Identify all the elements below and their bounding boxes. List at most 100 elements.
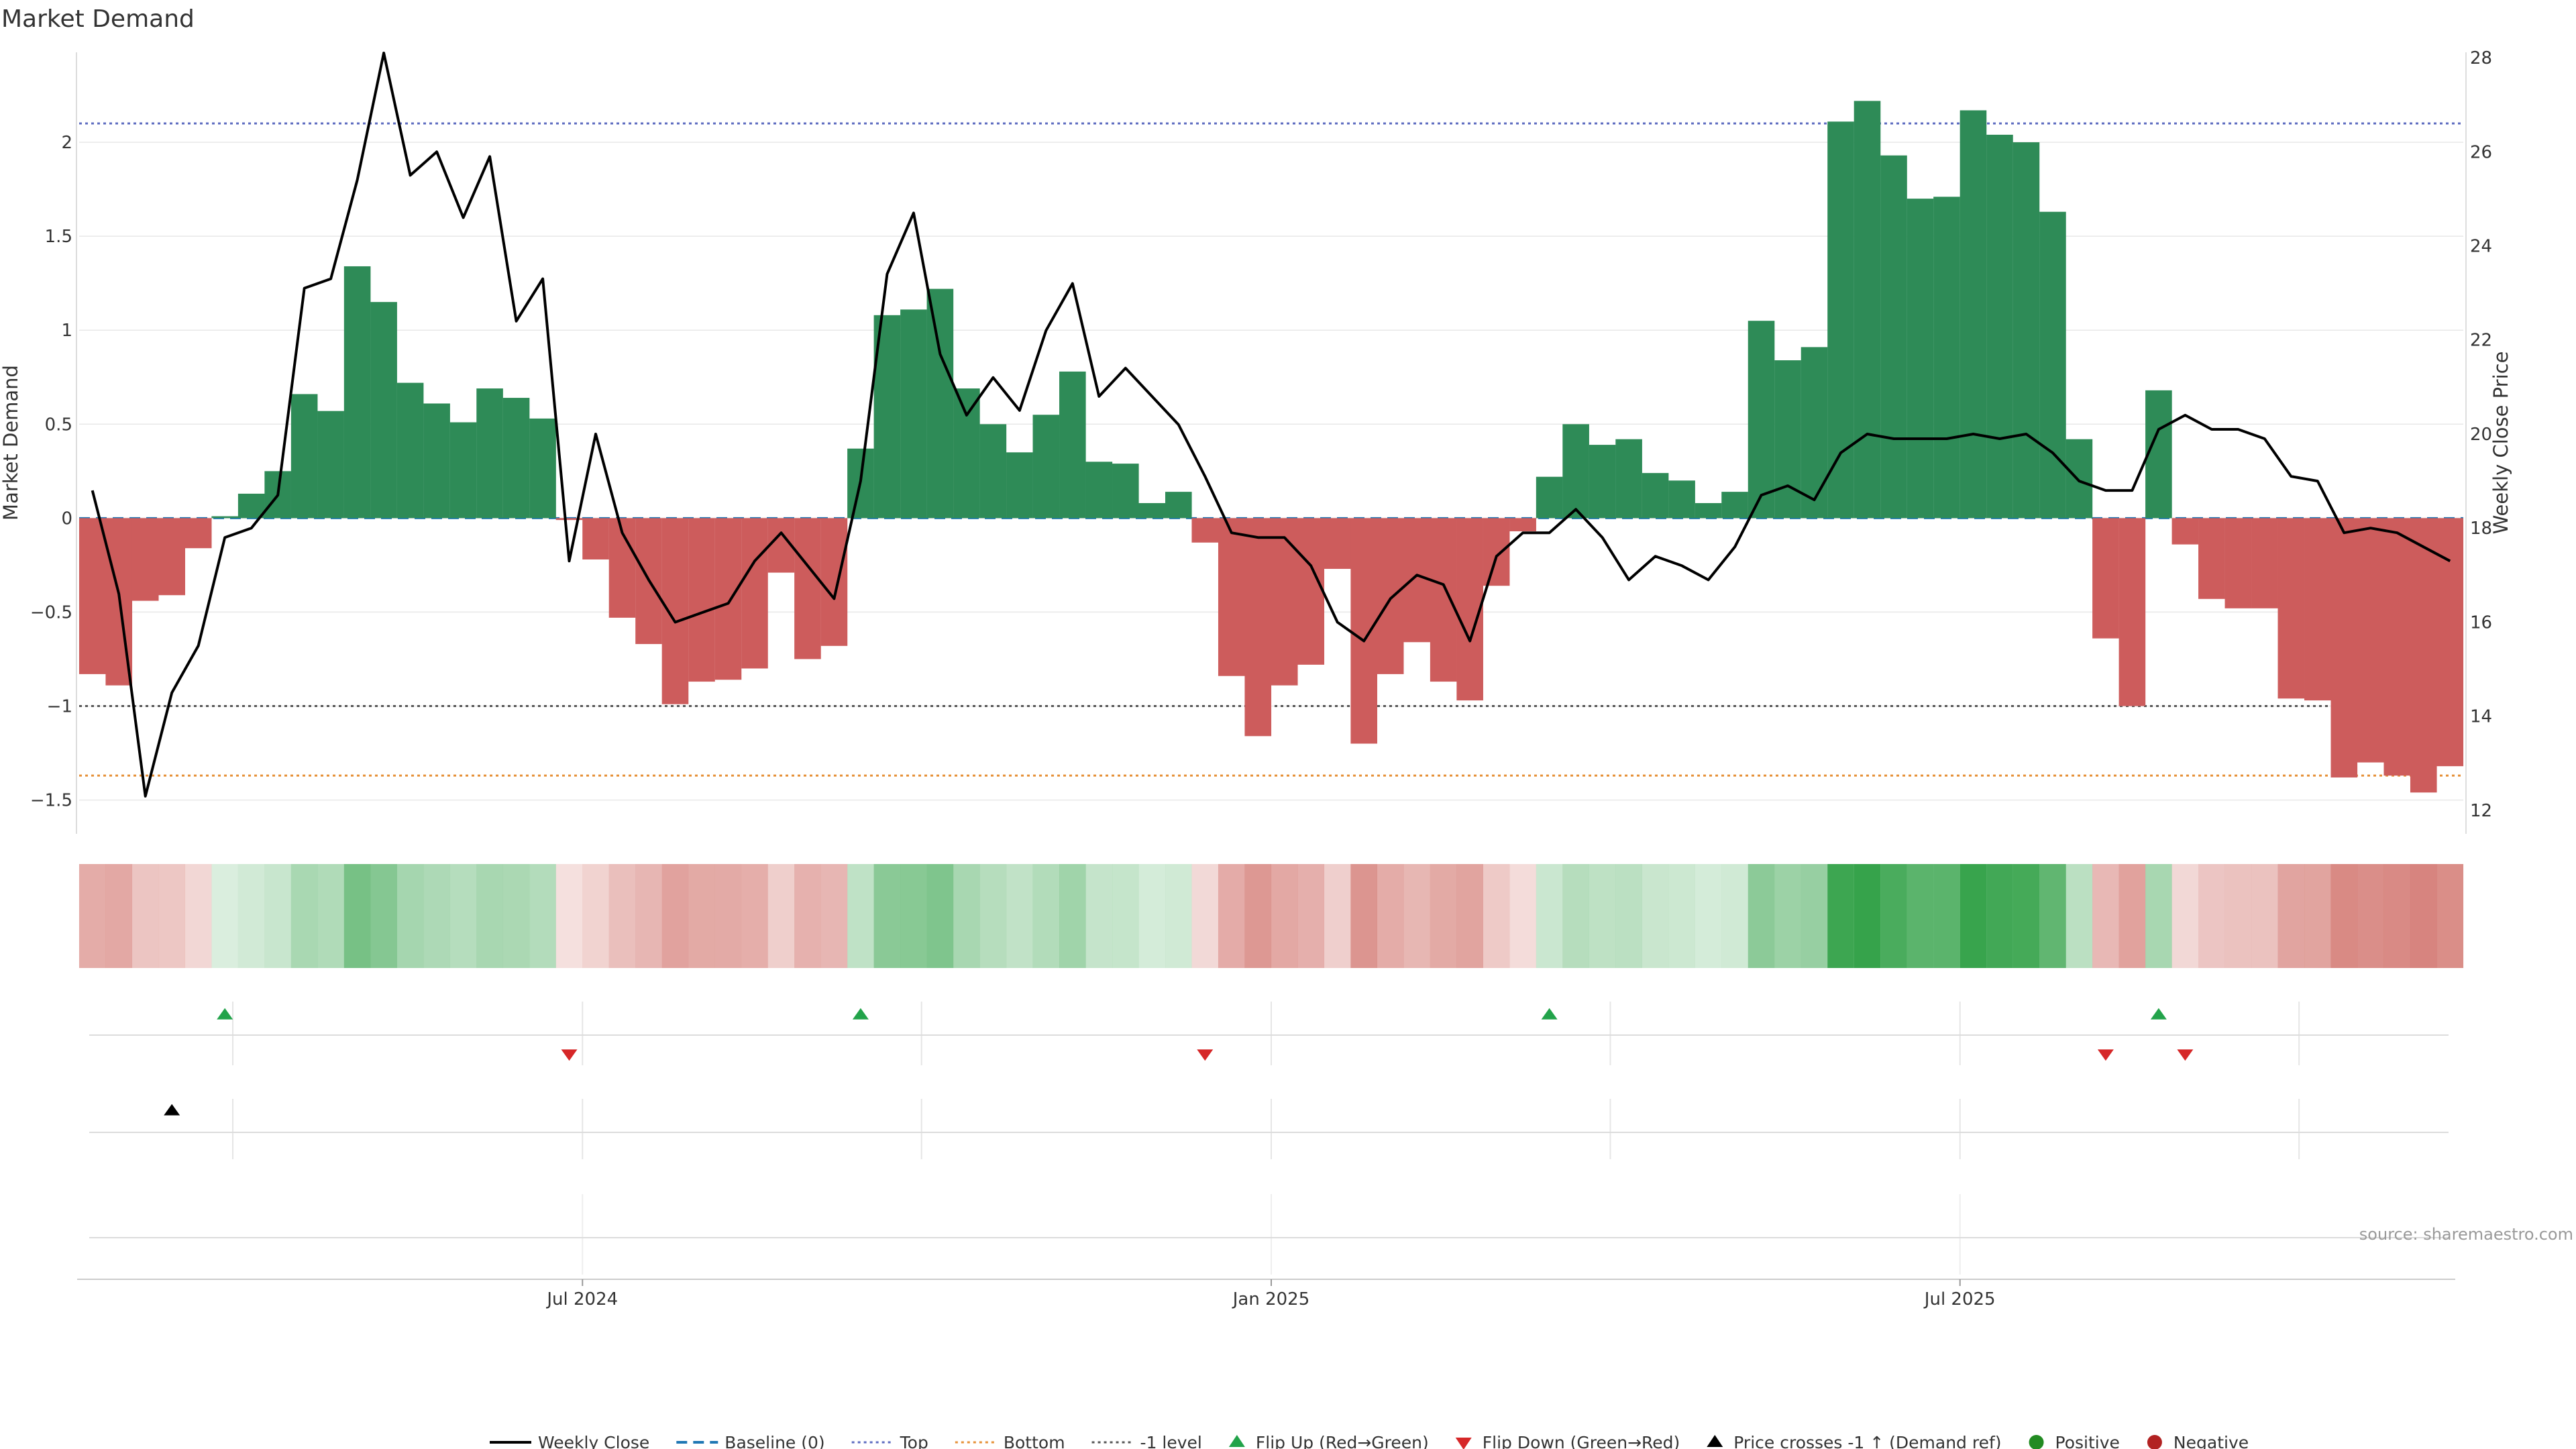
- heat-cell: [1721, 864, 1748, 968]
- heat-cell: [2065, 864, 2093, 968]
- heat-cell: [184, 864, 212, 968]
- demand-bar: [2330, 518, 2358, 777]
- demand-bar: [582, 518, 609, 559]
- heat-cell: [1191, 864, 1219, 968]
- demand-bar: [2012, 142, 2040, 519]
- heat-cell: [1536, 864, 1563, 968]
- demand-bar: [1509, 518, 1536, 531]
- heat-cell: [317, 864, 344, 968]
- heat-cell: [423, 864, 450, 968]
- demand-bar: [529, 418, 556, 519]
- demand-bar: [1880, 155, 1907, 519]
- demand-bar: [1642, 473, 1669, 519]
- heat-cell: [555, 864, 583, 968]
- y-tick-label: −1.5: [30, 791, 72, 811]
- demand-bar: [396, 382, 424, 519]
- demand-bar: [78, 518, 106, 674]
- demand-bar: [2092, 518, 2119, 639]
- heat-cell: [2039, 864, 2066, 968]
- heat-cell: [2118, 864, 2146, 968]
- heat-cell: [1059, 864, 1086, 968]
- legend-item: Baseline (0): [676, 1433, 825, 1449]
- legend-item: Negative: [2147, 1433, 2249, 1449]
- flip-down-marker: [561, 1049, 578, 1061]
- demand-bar: [1430, 518, 1457, 682]
- legend-item: Price crosses -1 ↑ (Demand ref): [1707, 1433, 2002, 1449]
- demand-bar: [1350, 518, 1378, 744]
- demand-bar: [2357, 518, 2384, 763]
- source-note: source: sharemaestro.com: [2359, 1225, 2573, 1244]
- heat-cell: [2198, 864, 2225, 968]
- demand-bar: [794, 518, 821, 659]
- chart-title: Market Demand: [1, 5, 195, 33]
- heat-cell: [1403, 864, 1430, 968]
- demand-bar: [1297, 518, 1325, 665]
- heat-cell: [688, 864, 715, 968]
- demand-bar: [2145, 390, 2172, 519]
- heat-cell: [1642, 864, 1669, 968]
- demand-bar: [343, 266, 371, 519]
- y-tick-label: −0.5: [30, 602, 72, 623]
- heat-cell: [1827, 864, 1854, 968]
- demand-bar: [1006, 452, 1033, 519]
- heat-cell: [529, 864, 556, 968]
- demand-bar: [2039, 211, 2066, 519]
- heat-cell: [343, 864, 371, 968]
- heat-cell: [2304, 864, 2331, 968]
- heat-cell: [211, 864, 238, 968]
- demand-bar: [2410, 518, 2437, 793]
- legend-label: Flip Up (Red→Green): [1256, 1433, 1429, 1449]
- heat-cell: [502, 864, 530, 968]
- y2-axis-label: Weekly Close Price: [2489, 352, 2512, 535]
- heat-cell: [1297, 864, 1325, 968]
- legend-item: Flip Up (Red→Green): [1228, 1433, 1429, 1449]
- demand-bar: [714, 518, 742, 680]
- y2-tick-label: 16: [2470, 612, 2492, 633]
- demand-bar: [1854, 101, 1881, 519]
- demand-bar: [1377, 518, 1404, 674]
- demand-bar: [1774, 360, 1801, 519]
- demand-heat-strip: [78, 864, 2464, 968]
- heat-cell: [1960, 864, 1987, 968]
- heat-cell: [873, 864, 901, 968]
- heat-cell: [1085, 864, 1113, 968]
- demand-bar: [688, 518, 715, 682]
- heat-cell: [1430, 864, 1457, 968]
- legend-label: Bottom: [1004, 1433, 1065, 1449]
- heat-cell: [2277, 864, 2305, 968]
- heat-cell: [1324, 864, 1351, 968]
- heat-cell: [1271, 864, 1298, 968]
- demand-bar: [1748, 321, 1775, 519]
- heat-cell: [900, 864, 927, 968]
- demand-bar: [370, 302, 397, 519]
- legend-label: -1 level: [1140, 1433, 1202, 1449]
- heat-cell: [1138, 864, 1166, 968]
- demand-bar: [979, 424, 1007, 519]
- legend-item: Weekly Close: [490, 1433, 649, 1449]
- demand-bar: [502, 398, 530, 519]
- demand-bar: [1562, 424, 1589, 519]
- demand-bar: [158, 518, 186, 596]
- y2-tick-label: 20: [2470, 425, 2492, 445]
- y2-tick-label: 24: [2470, 237, 2492, 257]
- demand-bar: [1244, 518, 1272, 737]
- legend-item: Positive: [2029, 1433, 2120, 1449]
- y-tick-label: 2: [61, 133, 72, 153]
- flip-down-marker: [2097, 1049, 2114, 1061]
- legend-label: Price crosses -1 ↑ (Demand ref): [1733, 1433, 2001, 1449]
- demand-bar: [820, 518, 848, 646]
- y2-tick-label: 22: [2470, 331, 2492, 351]
- demand-bar: [1668, 480, 1695, 519]
- heat-cell: [1006, 864, 1033, 968]
- demand-bar: [237, 493, 265, 519]
- heat-cell: [264, 864, 291, 968]
- heat-cell: [105, 864, 133, 968]
- heat-cell: [714, 864, 742, 968]
- heat-cell: [1854, 864, 1881, 968]
- heat-cell: [2145, 864, 2172, 968]
- heat-cell: [131, 864, 159, 968]
- demand-bar: [741, 518, 768, 669]
- heat-cell: [290, 864, 318, 968]
- flip-up-marker: [852, 1008, 869, 1020]
- demand-bar: [1589, 445, 1616, 519]
